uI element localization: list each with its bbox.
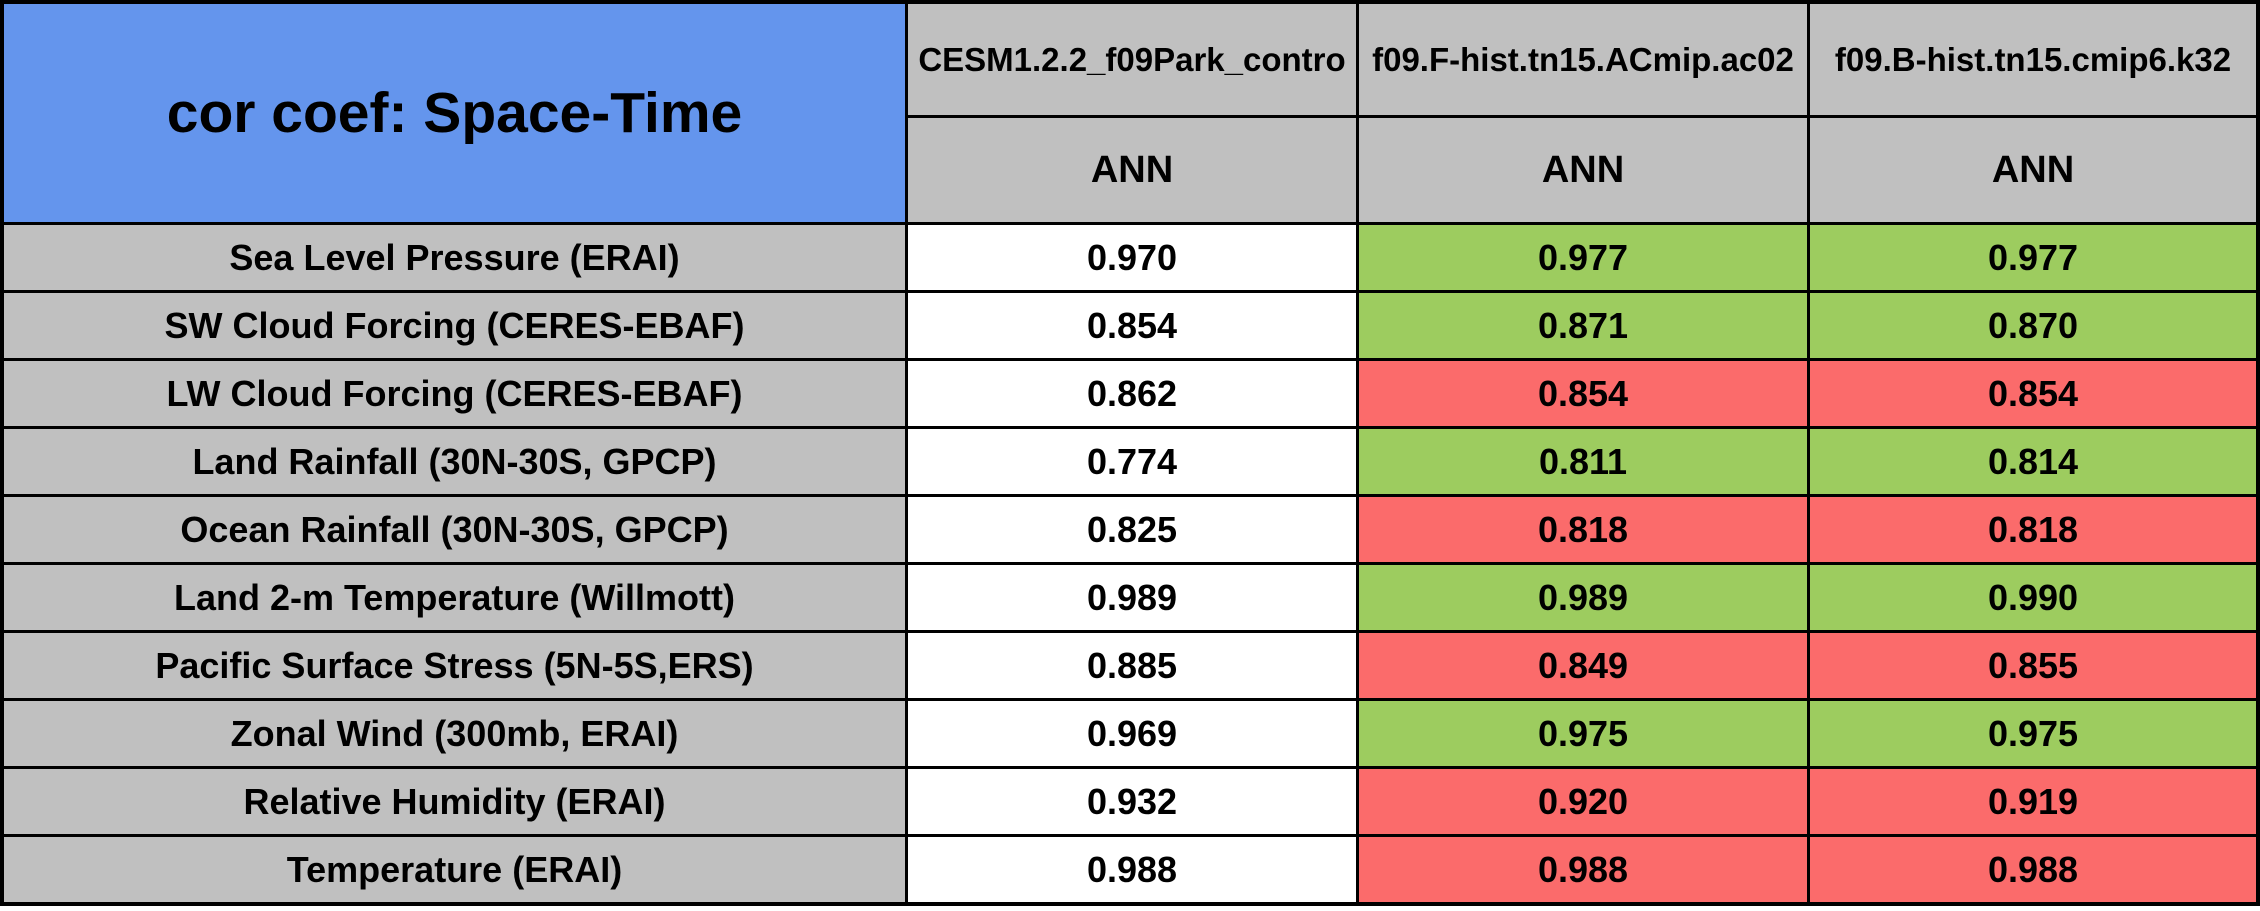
- row-label: Sea Level Pressure (ERAI): [4, 225, 905, 290]
- season-header: ANN: [908, 118, 1356, 222]
- season-header: ANN: [1359, 118, 1807, 222]
- value-cell: 0.871: [1359, 293, 1807, 358]
- value-cell: 0.975: [1810, 701, 2256, 766]
- value-cell: 0.969: [908, 701, 1356, 766]
- column-header-f-hist-run: f09.F-hist.tn15.ACmip.ac02: [1359, 4, 1807, 115]
- value-cell: 0.814: [1810, 429, 2256, 494]
- row-label: Zonal Wind (300mb, ERAI): [4, 701, 905, 766]
- row-label: Ocean Rainfall (30N-30S, GPCP): [4, 497, 905, 562]
- table-title-cell: cor coef: Space-Time: [4, 4, 905, 222]
- row-label: Land 2-m Temperature (Willmott): [4, 565, 905, 630]
- value-cell: 0.970: [908, 225, 1356, 290]
- value-cell: 0.920: [1359, 769, 1807, 834]
- value-cell: 0.977: [1810, 225, 2256, 290]
- value-cell: 0.855: [1810, 633, 2256, 698]
- value-cell: 0.825: [908, 497, 1356, 562]
- value-cell: 0.932: [908, 769, 1356, 834]
- value-cell: 0.990: [1810, 565, 2256, 630]
- column-header-control-run: CESM1.2.2_f09Park_contro: [908, 4, 1356, 115]
- table-title: cor coef: Space-Time: [166, 81, 743, 145]
- row-label: Pacific Surface Stress (5N-5S,ERS): [4, 633, 905, 698]
- value-cell: 0.975: [1359, 701, 1807, 766]
- row-label: Temperature (ERAI): [4, 837, 905, 902]
- value-cell: 0.818: [1810, 497, 2256, 562]
- value-cell: 0.988: [908, 837, 1356, 902]
- value-cell: 0.977: [1359, 225, 1807, 290]
- value-cell: 0.885: [908, 633, 1356, 698]
- value-cell: 0.988: [1810, 837, 2256, 902]
- value-cell: 0.774: [908, 429, 1356, 494]
- value-cell: 0.988: [1359, 837, 1807, 902]
- value-cell: 0.849: [1359, 633, 1807, 698]
- value-cell: 0.811: [1359, 429, 1807, 494]
- value-cell: 0.919: [1810, 769, 2256, 834]
- value-cell: 0.818: [1359, 497, 1807, 562]
- row-label: Land Rainfall (30N-30S, GPCP): [4, 429, 905, 494]
- value-cell: 0.989: [1359, 565, 1807, 630]
- value-cell: 0.989: [908, 565, 1356, 630]
- value-cell: 0.854: [908, 293, 1356, 358]
- column-header-b-hist-run: f09.B-hist.tn15.cmip6.k32: [1810, 4, 2256, 115]
- row-label: LW Cloud Forcing (CERES-EBAF): [4, 361, 905, 426]
- value-cell: 0.862: [908, 361, 1356, 426]
- value-cell: 0.870: [1810, 293, 2256, 358]
- value-cell: 0.854: [1359, 361, 1807, 426]
- value-cell: 0.854: [1810, 361, 2256, 426]
- row-label: Relative Humidity (ERAI): [4, 769, 905, 834]
- season-header: ANN: [1810, 118, 2256, 222]
- row-label: SW Cloud Forcing (CERES-EBAF): [4, 293, 905, 358]
